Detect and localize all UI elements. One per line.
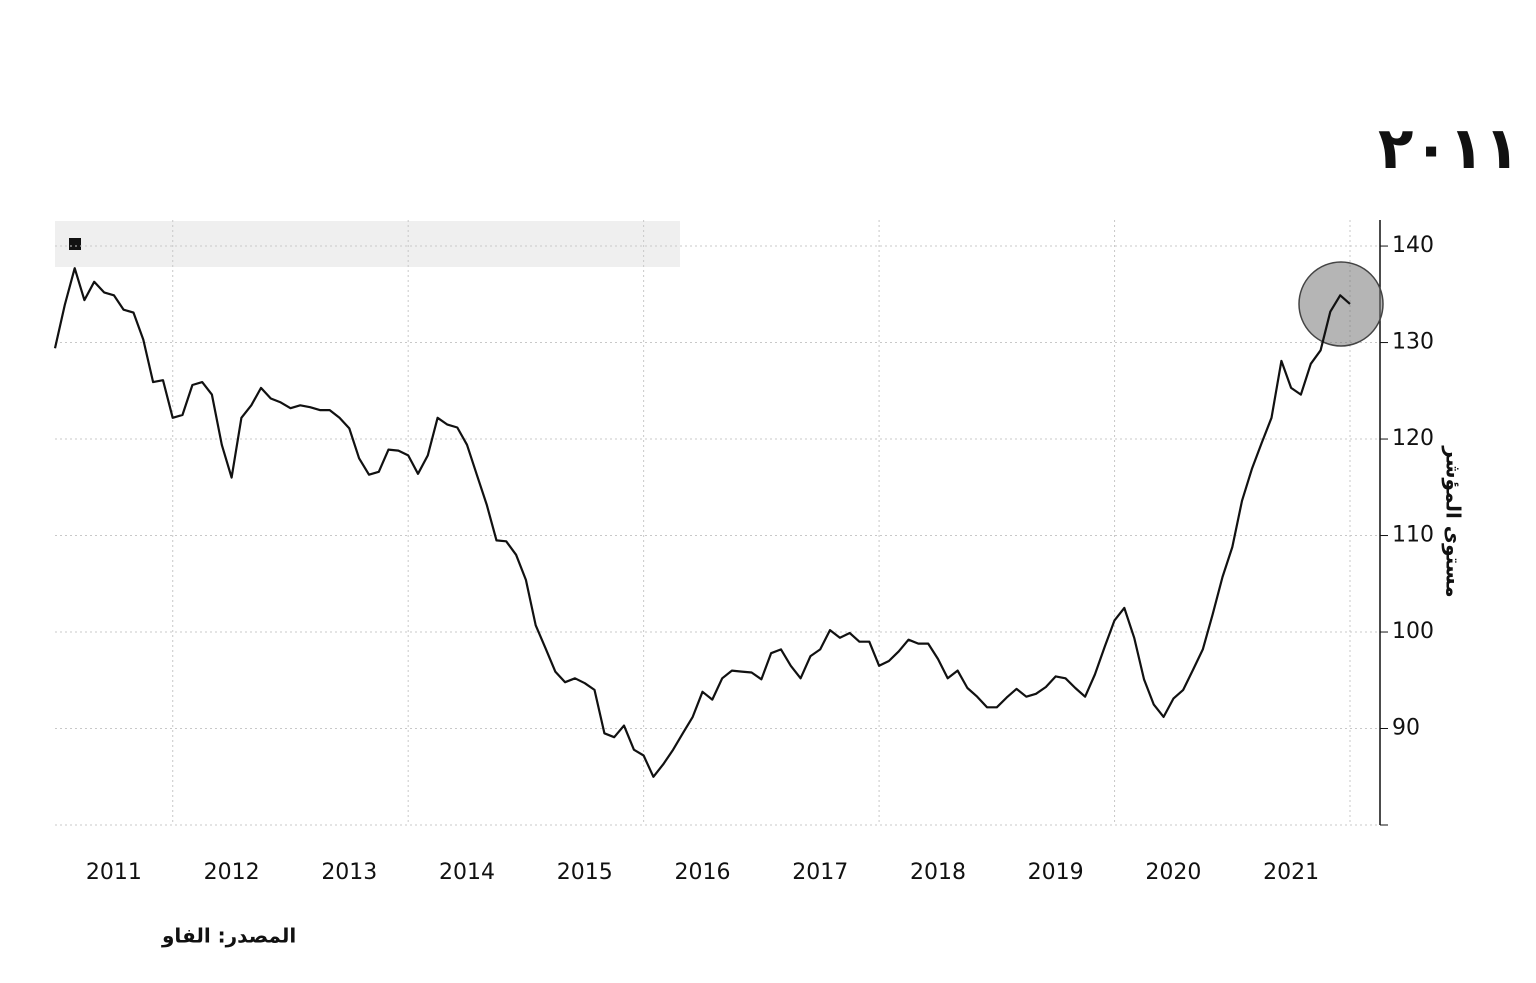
y-tick-label: 90 <box>1392 716 1420 741</box>
x-tick-label: 2014 <box>439 860 495 885</box>
data-line <box>53 267 1351 778</box>
y-tick-label: 130 <box>1392 330 1434 355</box>
x-tick-label: 2012 <box>204 860 260 885</box>
x-tick-label: 2011 <box>86 860 142 885</box>
y-tick-label: 110 <box>1392 523 1434 548</box>
chart-title: ارتفاع مؤشر الفاو خلال عامى الوباء لأعلى… <box>1378 113 1536 183</box>
x-tick-label: 2016 <box>675 860 731 885</box>
x-tick-label: 2019 <box>1028 860 1084 885</box>
x-tick-label: 2018 <box>910 860 966 885</box>
y-tick-label: 140 <box>1392 233 1434 258</box>
x-tick-label: 2020 <box>1145 860 1201 885</box>
highlight-circle <box>1298 261 1384 347</box>
x-tick-label: 2021 <box>1263 860 1319 885</box>
x-tick-label: 2017 <box>792 860 848 885</box>
x-tick-label: 2013 <box>321 860 377 885</box>
legend-swatch <box>69 238 81 250</box>
source: المصدر: الفاو <box>161 924 296 948</box>
y-tick-label: 120 <box>1392 426 1434 451</box>
legend-box <box>55 221 680 267</box>
x-tick-label: 2015 <box>557 860 613 885</box>
y-axis-label: مستوى المؤشر <box>1442 445 1466 597</box>
y-tick-label: 100 <box>1392 619 1434 644</box>
